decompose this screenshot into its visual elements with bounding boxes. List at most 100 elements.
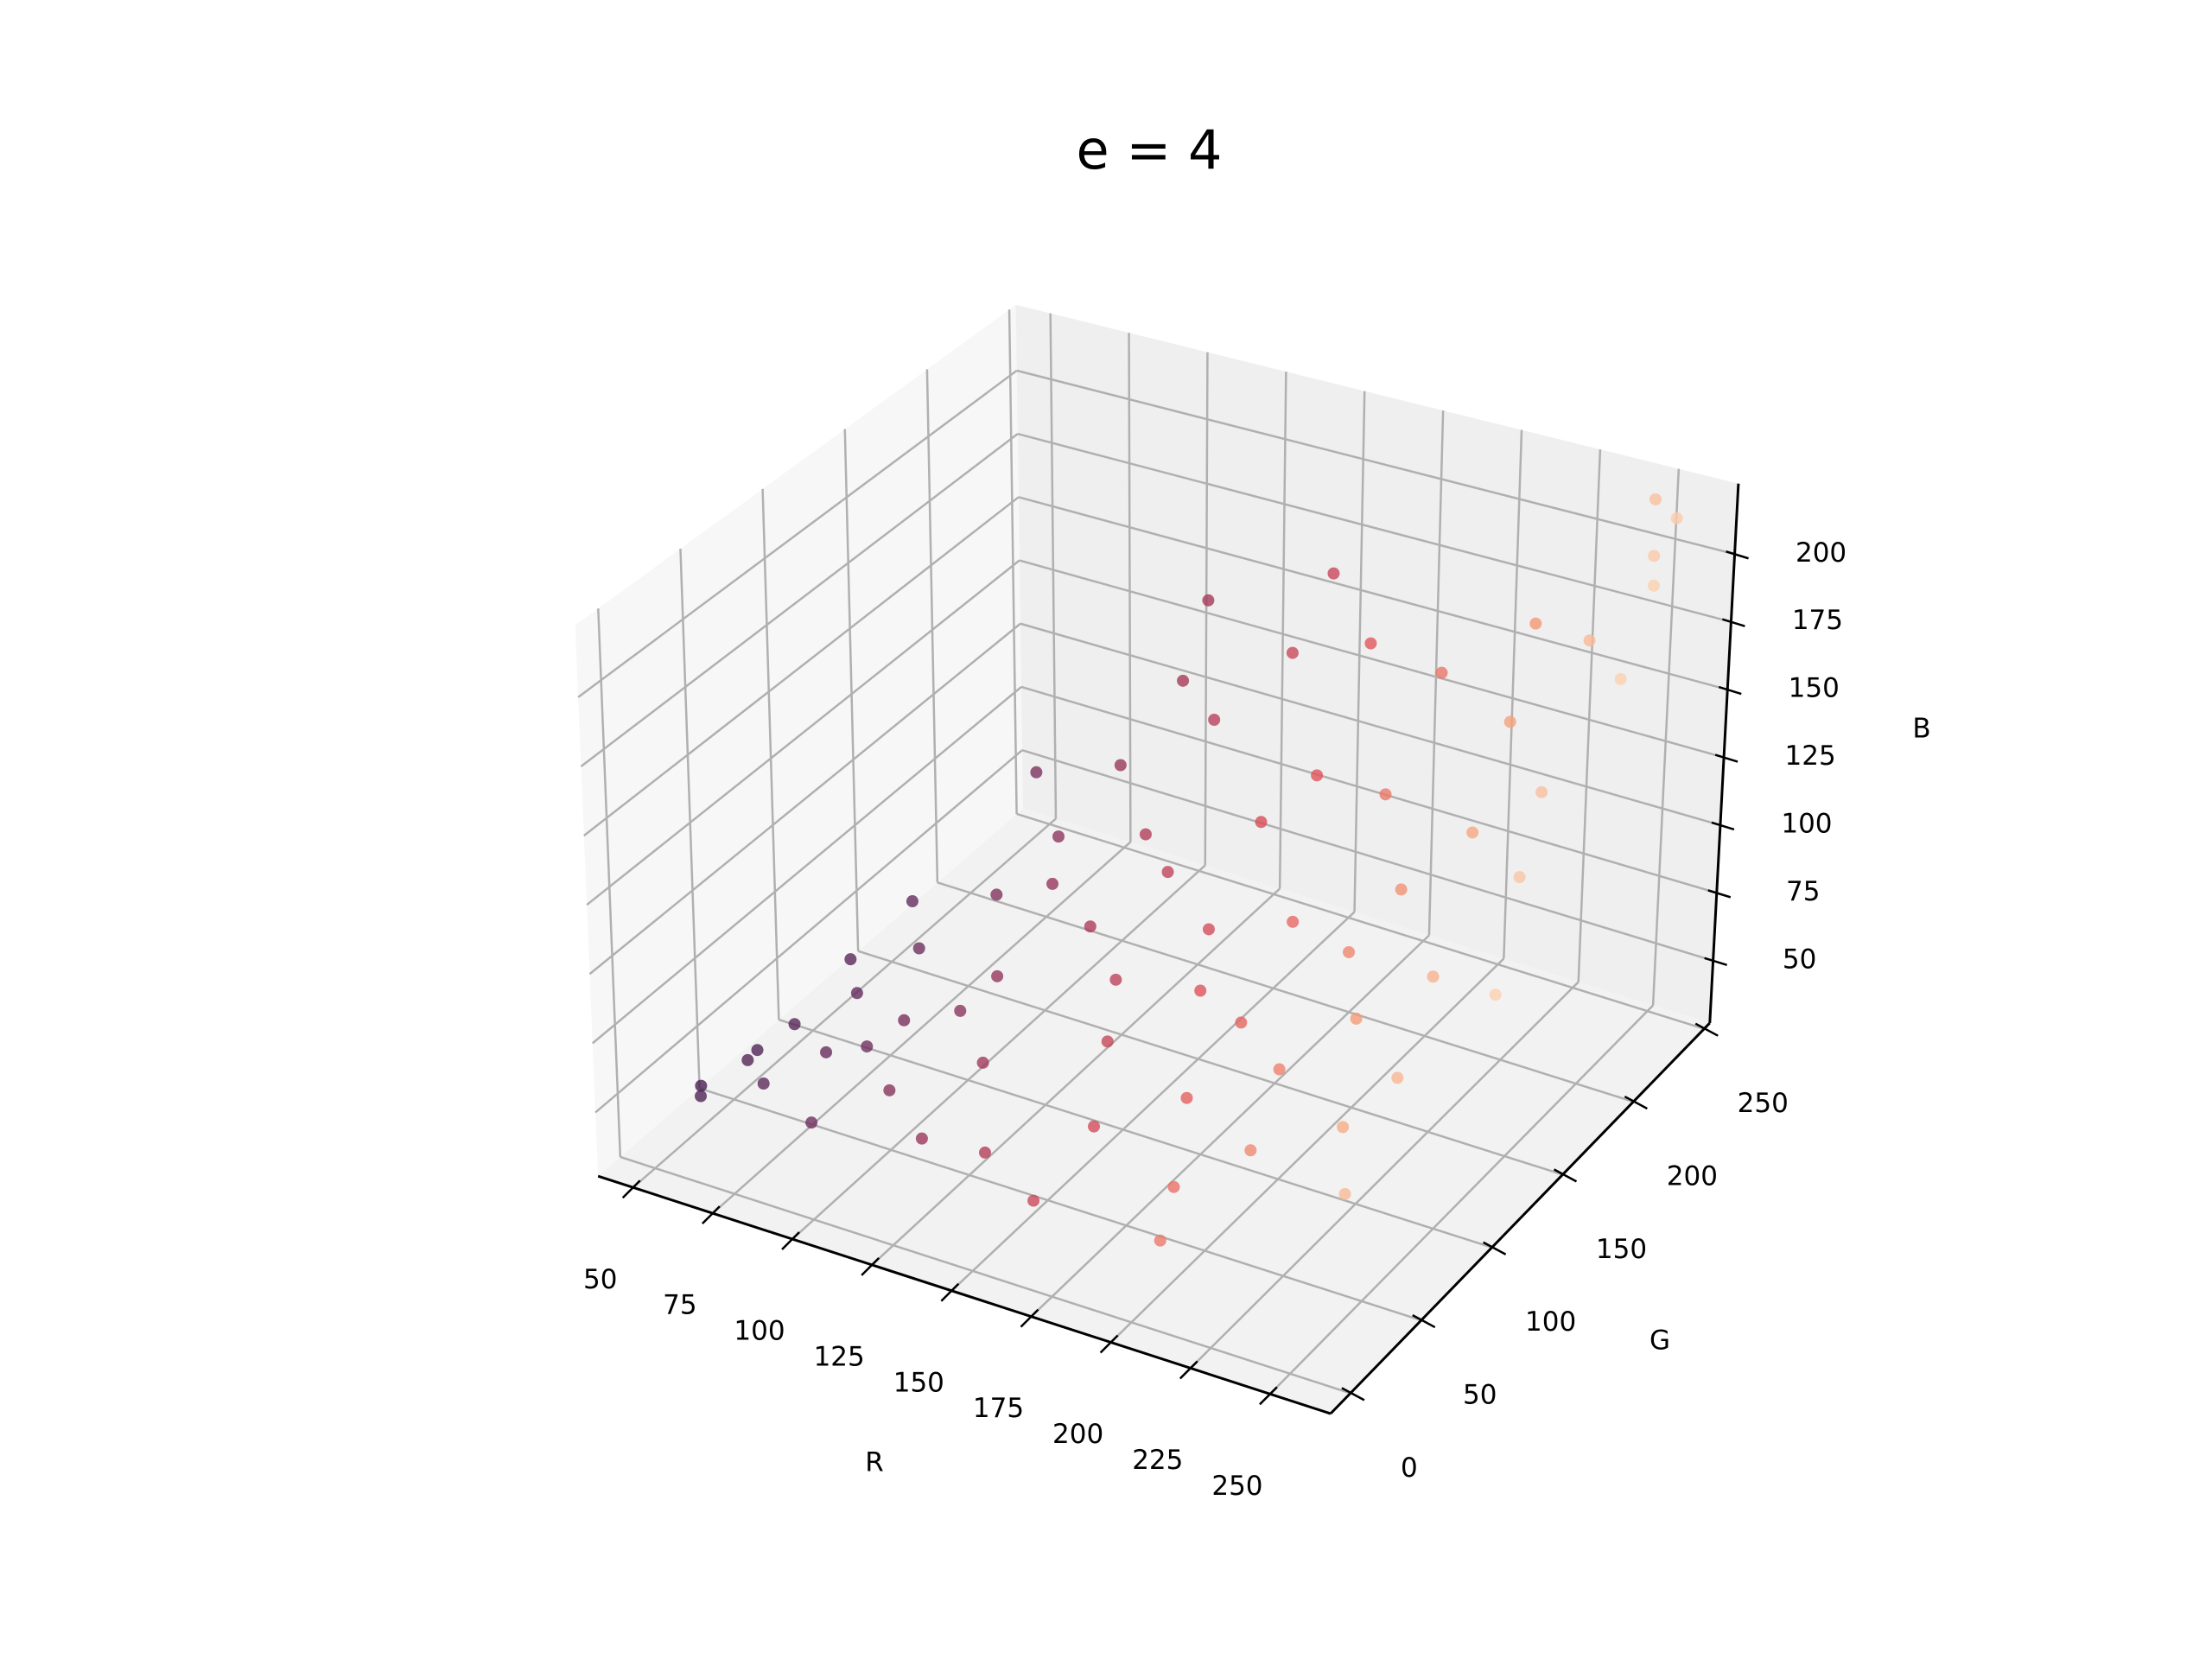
x-tick-label: 75 xyxy=(663,1290,696,1321)
point xyxy=(1114,759,1127,772)
grid-line xyxy=(699,1087,1422,1322)
grid-line xyxy=(1030,934,1430,1318)
pane-back xyxy=(1015,304,1738,1023)
grid-line xyxy=(1007,309,1018,814)
grid-line xyxy=(577,369,1018,698)
grid-line xyxy=(1018,496,1728,691)
point xyxy=(1286,646,1299,659)
grid-line xyxy=(620,1155,1351,1395)
z-tick xyxy=(1722,618,1745,627)
point xyxy=(695,1090,708,1103)
point xyxy=(1273,1063,1286,1076)
grid-line xyxy=(679,549,701,1089)
grid-line xyxy=(791,864,1206,1240)
point xyxy=(1435,666,1448,679)
point xyxy=(1583,634,1596,647)
point xyxy=(1235,1016,1248,1029)
point xyxy=(788,1018,801,1031)
grid-line xyxy=(588,622,1021,976)
point xyxy=(1614,672,1627,685)
grid-line xyxy=(586,559,1020,906)
point xyxy=(1194,984,1207,997)
x-tick xyxy=(1259,1386,1278,1406)
z-tick xyxy=(1714,753,1738,763)
x-tick-label: 50 xyxy=(583,1264,617,1295)
grid-line xyxy=(950,911,1356,1292)
point xyxy=(861,1040,874,1053)
x-tick xyxy=(621,1179,641,1199)
grid-line xyxy=(597,608,622,1157)
point xyxy=(915,1132,928,1145)
grid-line xyxy=(632,817,1057,1189)
grid-line xyxy=(1189,981,1580,1370)
grid-line xyxy=(594,749,1023,1114)
y-tick-label: 50 xyxy=(1463,1380,1497,1411)
point xyxy=(1167,1180,1180,1193)
z-tick-label: 175 xyxy=(1792,605,1843,636)
point xyxy=(1649,493,1662,505)
point xyxy=(1337,1121,1350,1134)
x-tick xyxy=(781,1231,800,1250)
point xyxy=(1327,567,1340,580)
point xyxy=(912,942,925,955)
y-tick xyxy=(1341,1387,1365,1402)
x-axis-label: R xyxy=(865,1447,884,1478)
z-tick xyxy=(1718,685,1742,696)
grid-line xyxy=(580,433,1019,768)
y-tick xyxy=(1553,1168,1578,1183)
y-tick xyxy=(1694,1022,1719,1037)
point xyxy=(1255,816,1268,829)
grid-line xyxy=(857,950,1563,1176)
point xyxy=(1101,1035,1114,1048)
point xyxy=(844,953,857,966)
grid-line xyxy=(1020,622,1721,827)
point xyxy=(1379,788,1392,801)
point xyxy=(805,1116,818,1129)
grid-line xyxy=(1019,559,1725,759)
point xyxy=(1503,715,1516,728)
point xyxy=(1202,594,1215,607)
x-tick-label: 200 xyxy=(1052,1419,1103,1450)
z-axis xyxy=(1708,483,1740,1024)
y-tick-label: 200 xyxy=(1667,1161,1718,1192)
grid-line xyxy=(937,881,1634,1103)
grid-line xyxy=(1016,369,1735,556)
grid-line xyxy=(843,429,860,951)
point xyxy=(1161,866,1174,879)
point xyxy=(1343,945,1356,958)
point xyxy=(1338,1187,1351,1200)
point xyxy=(1350,1012,1363,1025)
point xyxy=(1529,617,1542,630)
point xyxy=(1311,769,1324,782)
y-axis xyxy=(1329,1021,1711,1415)
point xyxy=(906,895,918,908)
grid-line xyxy=(591,686,1022,1045)
grid-line xyxy=(1109,957,1505,1344)
grid-line xyxy=(1278,372,1287,889)
x-tick xyxy=(861,1257,880,1276)
x-tick xyxy=(940,1282,960,1302)
z-tick-label: 150 xyxy=(1789,673,1840,704)
x-tick-label: 150 xyxy=(893,1367,944,1398)
point xyxy=(1395,883,1408,896)
z-axis-label: B xyxy=(1912,714,1930,745)
grid-line xyxy=(761,488,780,1020)
point xyxy=(978,1146,991,1159)
grid-line xyxy=(1020,685,1718,894)
point xyxy=(1046,877,1059,890)
point xyxy=(1535,785,1548,798)
point xyxy=(1513,871,1526,884)
point xyxy=(1030,766,1043,779)
x-tick xyxy=(701,1205,721,1225)
point xyxy=(1052,830,1065,843)
grid-line xyxy=(925,369,939,883)
grid-line xyxy=(583,496,1020,837)
x-tick-label: 125 xyxy=(814,1341,865,1372)
grid-line xyxy=(1021,749,1713,963)
point xyxy=(1180,1091,1193,1104)
z-tick-label: 125 xyxy=(1785,741,1836,772)
grid-line xyxy=(1577,449,1602,982)
grid-line xyxy=(1503,429,1523,959)
x-tick-label: 250 xyxy=(1211,1471,1262,1502)
